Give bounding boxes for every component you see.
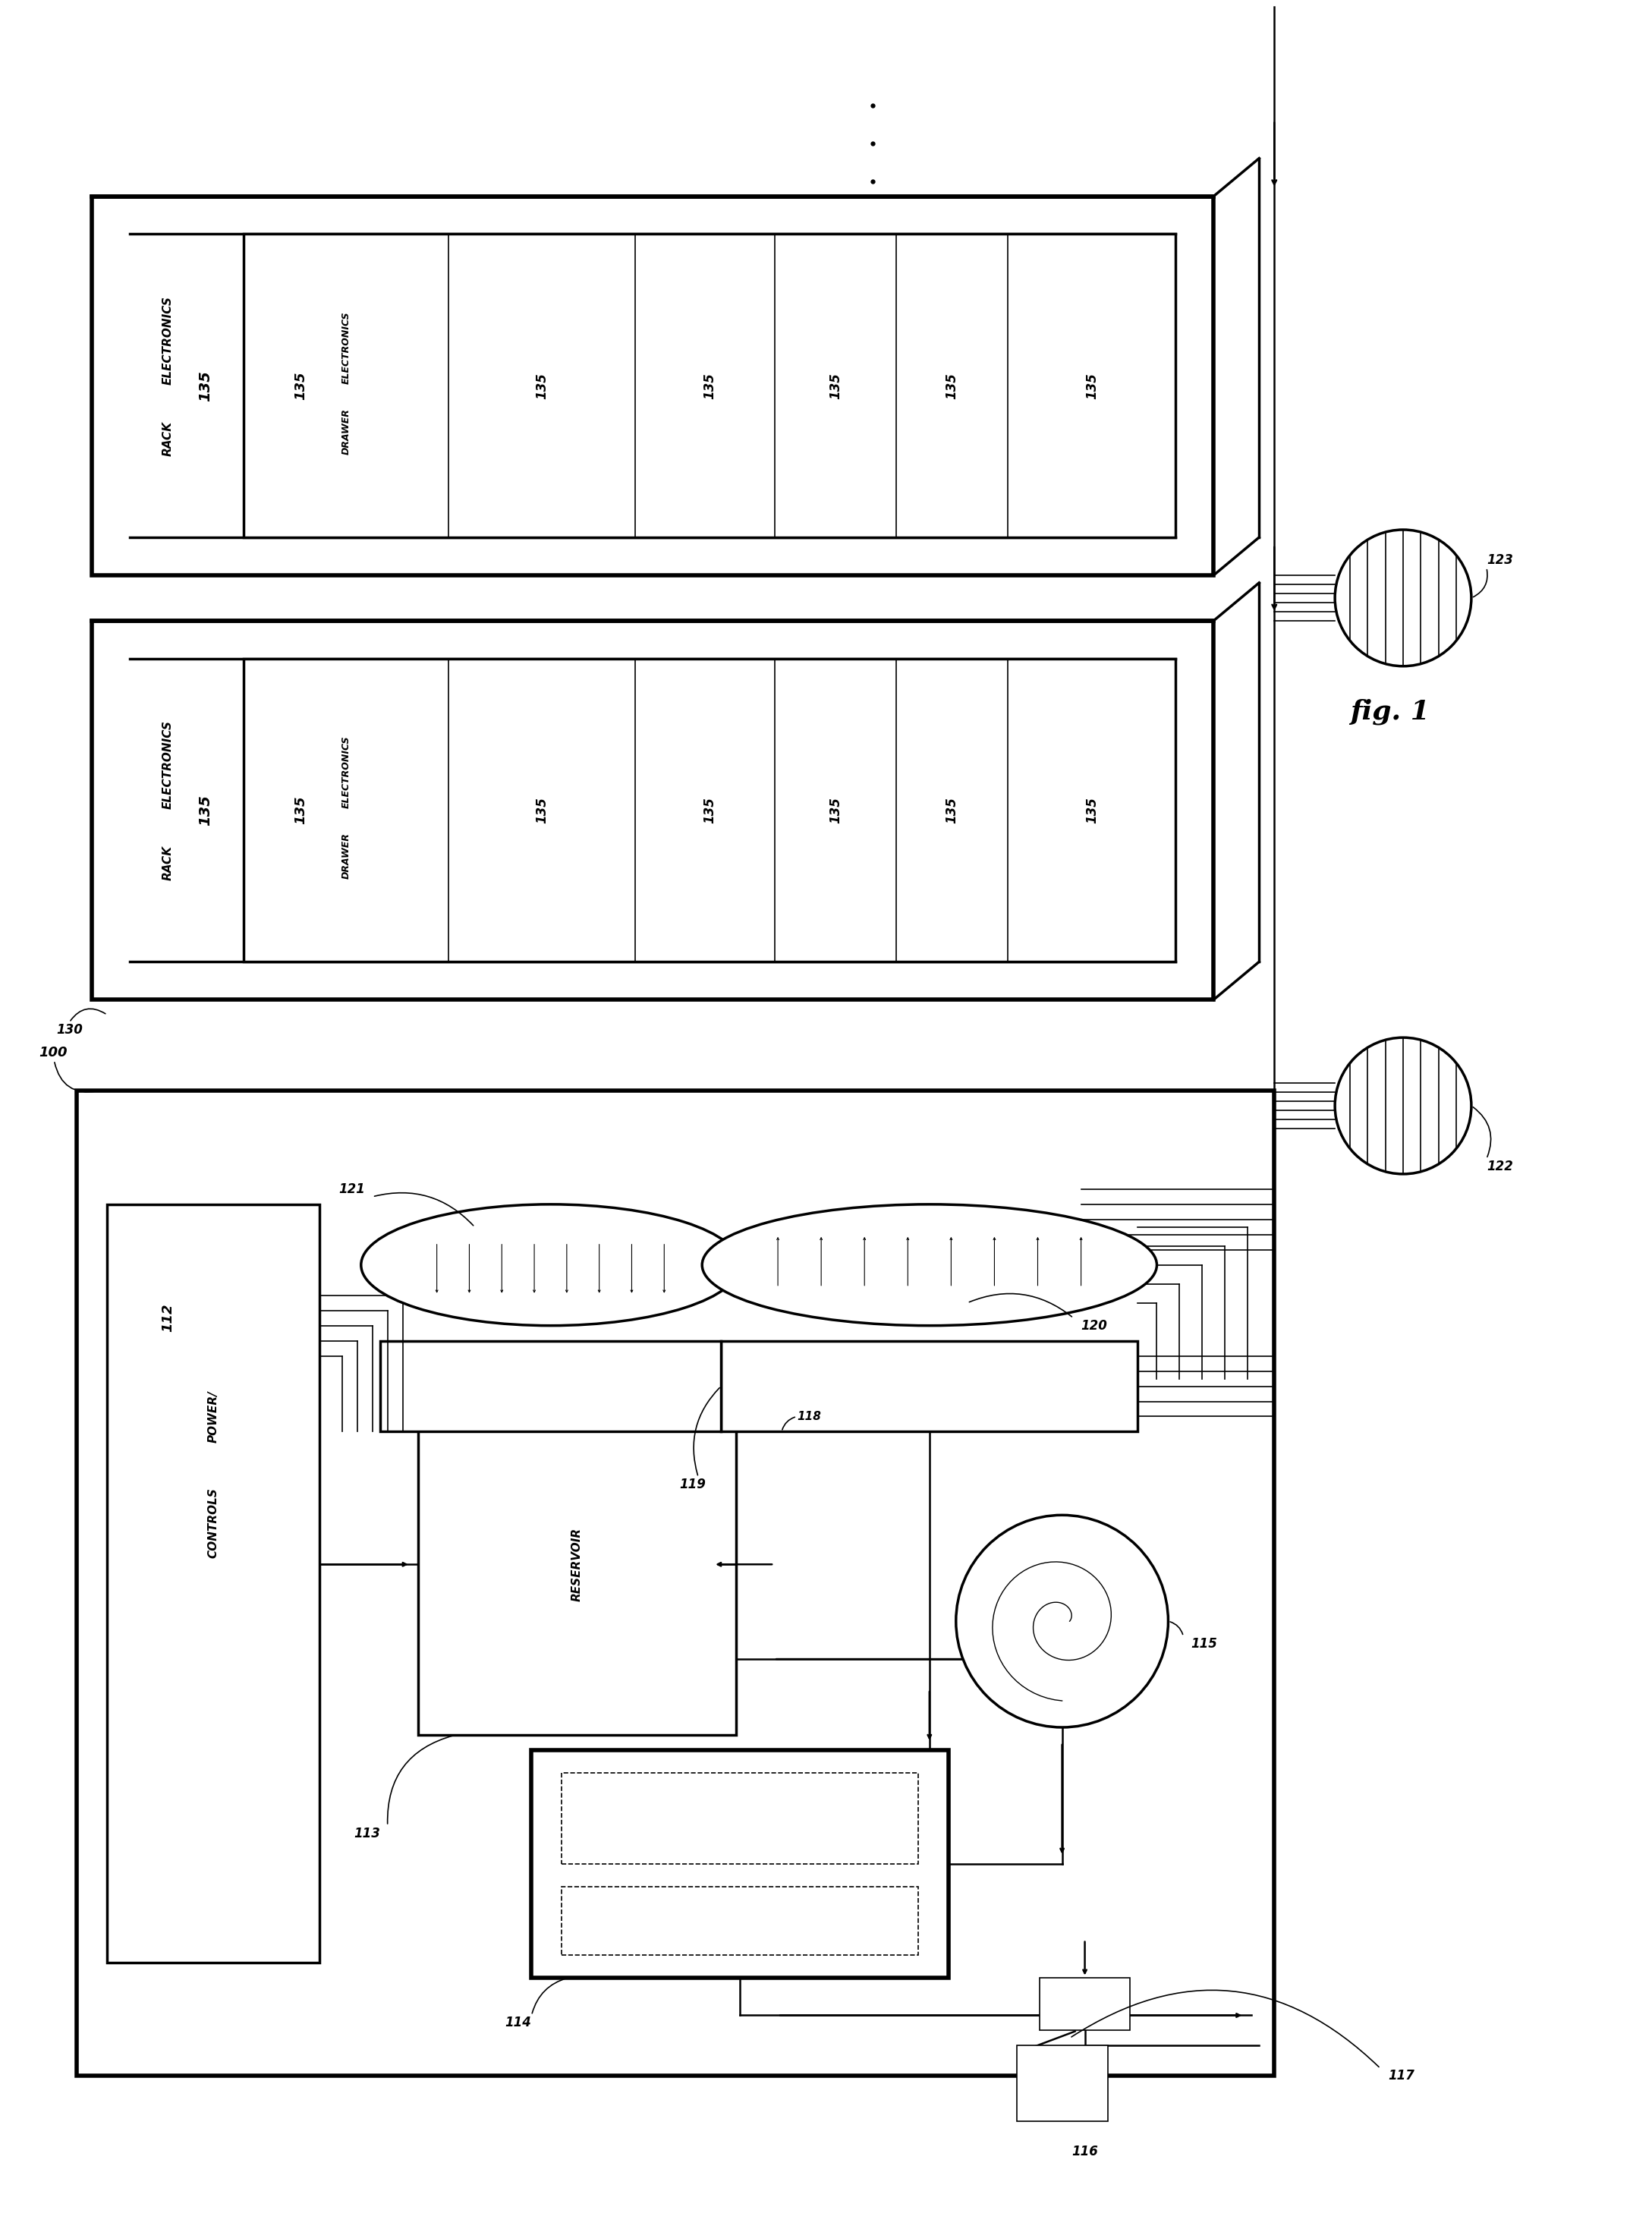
Ellipse shape xyxy=(702,1204,1156,1326)
Text: 135: 135 xyxy=(702,372,717,399)
Text: 123: 123 xyxy=(1487,553,1513,566)
Text: CONTROLS: CONTROLS xyxy=(208,1487,220,1558)
Text: 122: 122 xyxy=(1487,1159,1513,1172)
Text: 120: 120 xyxy=(1080,1320,1107,1333)
Text: 116: 116 xyxy=(1072,2144,1099,2158)
Text: fig. 1: fig. 1 xyxy=(1350,698,1429,724)
Text: ELECTRONICS: ELECTRONICS xyxy=(162,296,173,386)
Text: 100: 100 xyxy=(40,1045,68,1059)
Circle shape xyxy=(1335,531,1472,666)
Text: ELECTRONICS: ELECTRONICS xyxy=(162,720,173,809)
Text: 135: 135 xyxy=(535,372,548,399)
Text: 119: 119 xyxy=(679,1478,705,1491)
Text: 135: 135 xyxy=(702,798,717,823)
Text: RACK: RACK xyxy=(162,421,173,457)
Bar xyxy=(1039,1977,1130,2031)
Bar xyxy=(562,1886,919,1955)
Text: 112: 112 xyxy=(160,1304,175,1333)
Text: 135: 135 xyxy=(294,372,307,399)
Text: POWER/: POWER/ xyxy=(208,1391,220,1442)
Text: 135: 135 xyxy=(535,798,548,823)
Bar xyxy=(107,1204,319,1962)
Text: 121: 121 xyxy=(339,1181,365,1197)
Text: RACK: RACK xyxy=(162,845,173,880)
Text: 117: 117 xyxy=(1388,2069,1414,2082)
Text: 135: 135 xyxy=(945,798,958,823)
Bar xyxy=(243,658,1176,961)
Text: 135: 135 xyxy=(198,370,213,401)
Bar xyxy=(93,620,1214,999)
Bar xyxy=(562,1772,919,1863)
Text: 135: 135 xyxy=(945,372,958,399)
Ellipse shape xyxy=(362,1204,740,1326)
Text: 130: 130 xyxy=(56,1023,83,1036)
Bar xyxy=(380,1342,720,1431)
Text: 135: 135 xyxy=(829,798,843,823)
Text: ELECTRONICS: ELECTRONICS xyxy=(342,312,350,383)
Text: 135: 135 xyxy=(1085,798,1099,823)
Text: DRAWER: DRAWER xyxy=(342,834,350,878)
Circle shape xyxy=(1335,1036,1472,1175)
Bar xyxy=(243,234,1176,537)
Text: RESERVOIR: RESERVOIR xyxy=(572,1527,583,1600)
Text: 115: 115 xyxy=(1191,1636,1218,1652)
Text: 135: 135 xyxy=(1085,372,1099,399)
Bar xyxy=(532,1750,948,1977)
Bar xyxy=(418,1393,737,1734)
Text: 118: 118 xyxy=(796,1411,821,1422)
Text: 135: 135 xyxy=(294,796,307,825)
Bar xyxy=(1016,2046,1107,2122)
Circle shape xyxy=(957,1516,1168,1727)
Bar xyxy=(78,1090,1274,2075)
Text: 135: 135 xyxy=(198,796,213,825)
Text: 114: 114 xyxy=(506,2015,532,2031)
Text: DRAWER: DRAWER xyxy=(342,408,350,455)
Text: 135: 135 xyxy=(829,372,843,399)
Text: ELECTRONICS: ELECTRONICS xyxy=(342,736,350,809)
Text: 113: 113 xyxy=(354,1826,380,1841)
Bar xyxy=(720,1342,1138,1431)
Bar xyxy=(93,196,1214,575)
